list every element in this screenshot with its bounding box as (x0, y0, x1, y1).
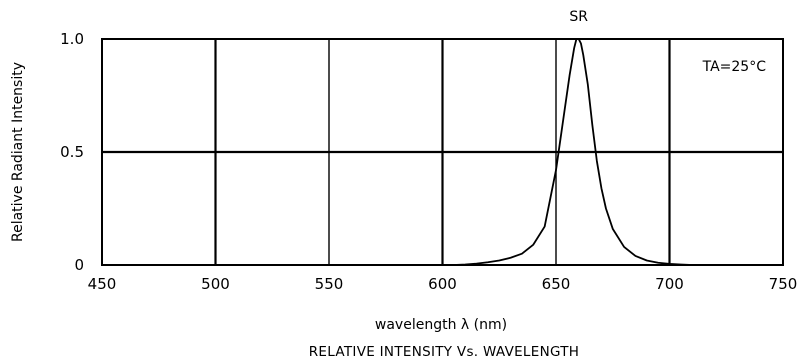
x-axis-label: wavelength λ (nm) (375, 317, 507, 333)
peak-annotation: SR (569, 9, 588, 25)
y-tick-label: 1.0 (60, 30, 84, 48)
y-tick-label: 0 (74, 256, 84, 274)
y-tick-labels: 0 0.5 1.0 (60, 30, 84, 274)
x-tick-label: 700 (655, 275, 684, 293)
x-tick-label: 600 (428, 275, 457, 293)
x-tick-label: 550 (315, 275, 344, 293)
x-tick-label: 750 (769, 275, 798, 293)
plot-area (101, 38, 784, 266)
x-tick-label: 450 (88, 275, 117, 293)
chart-caption: RELATIVE INTENSITY Vs. WAVELENGTH (309, 344, 580, 360)
x-tick-label: 500 (201, 275, 230, 293)
x-tick-label: 650 (542, 275, 571, 293)
x-tick-labels: 450 500 550 600 650 700 750 (88, 275, 798, 293)
y-axis-label: Relative Radiant Intensity (10, 62, 26, 242)
spectrum-curve (442, 38, 693, 266)
temperature-annotation: TA=25°C (702, 59, 767, 75)
y-tick-label: 0.5 (60, 143, 84, 161)
